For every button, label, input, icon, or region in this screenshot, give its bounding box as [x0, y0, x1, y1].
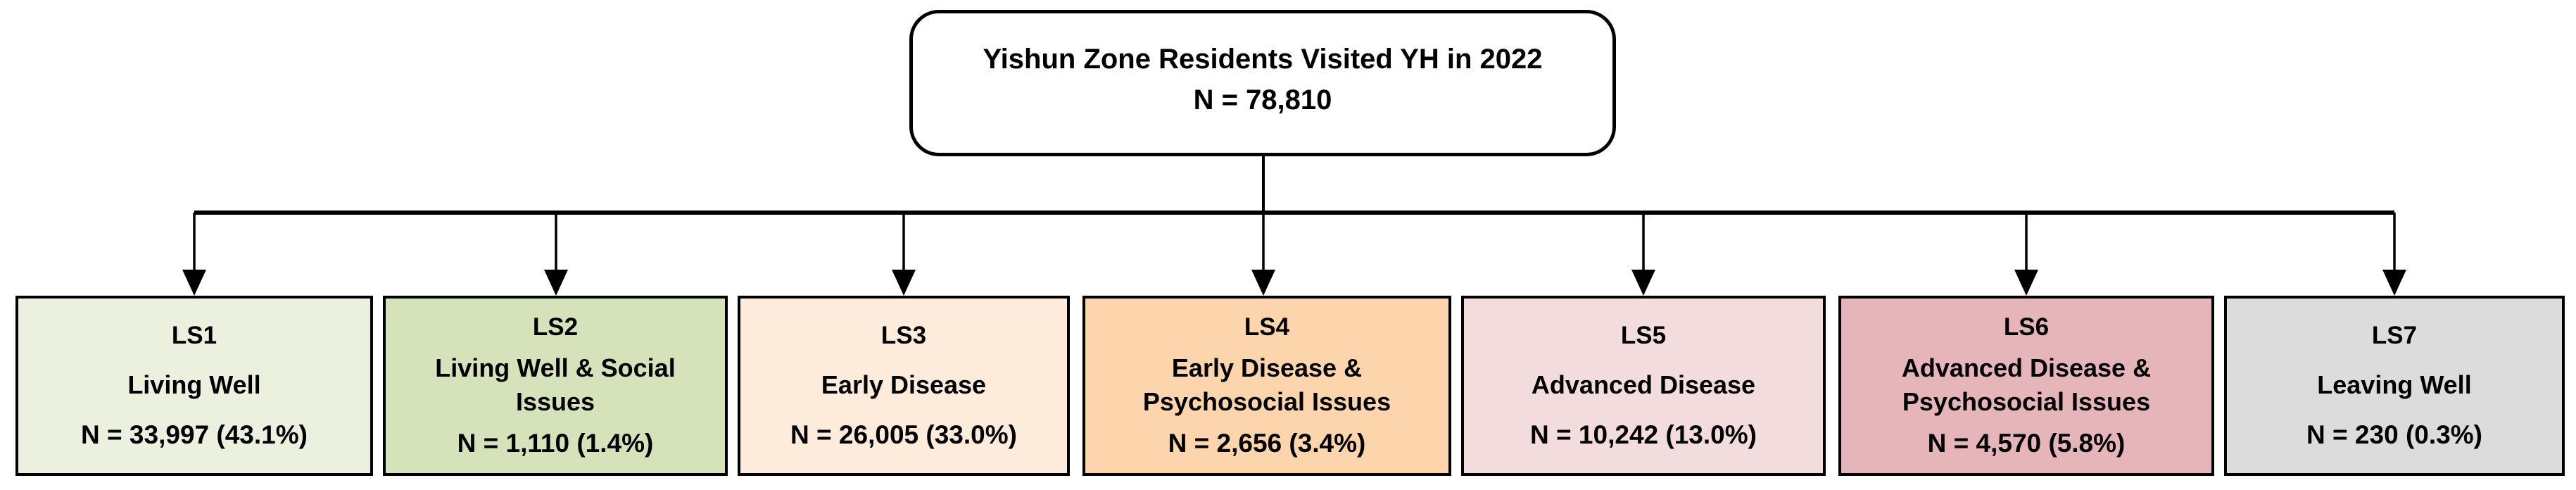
node-ls4: LS4 Early Disease & Psychosocial Issues …: [1082, 296, 1451, 476]
connector-arrow-ls6: [2014, 213, 2038, 296]
connector-arrow-ls5: [1631, 213, 1655, 296]
node-ls5-id: LS5: [1620, 321, 1667, 349]
node-ls3: LS3 Early Disease N = 26,005 (33.0%): [738, 296, 1070, 476]
node-ls5-name: Advanced Disease: [1531, 370, 1756, 399]
connector-arrow-ls3: [892, 213, 916, 296]
node-ls4-name: Early Disease & Psychosocial Issues: [1142, 353, 1391, 416]
node-ls6-count: N = 4,570 (5.8%): [1927, 428, 2126, 458]
node-ls2-id: LS2: [532, 313, 579, 341]
node-ls2: LS2 Living Well & Social Issues N = 1,11…: [383, 296, 728, 476]
node-ls4-id: LS4: [1244, 313, 1290, 341]
root-node-title: Yishun Zone Residents Visited YH in 2022: [983, 44, 1543, 75]
node-ls7-id: LS7: [2371, 321, 2418, 349]
node-ls1-count: N = 33,997 (43.1%): [81, 420, 308, 450]
node-ls2-name: Living Well & Social Issues: [435, 353, 676, 416]
node-ls2-count: N = 1,110 (1.4%): [457, 428, 654, 458]
node-ls1-name: Living Well: [127, 370, 261, 399]
connector-arrow-ls7: [2382, 213, 2406, 296]
connector-arrow-ls2: [544, 213, 568, 296]
node-ls7-name: Leaving Well: [2317, 370, 2472, 399]
root-node: Yishun Zone Residents Visited YH in 2022…: [909, 10, 1616, 156]
node-ls3-id: LS3: [880, 321, 927, 349]
node-ls1: LS1 Living Well N = 33,997 (43.1%): [15, 296, 373, 476]
node-ls7-count: N = 230 (0.3%): [2306, 420, 2482, 450]
node-ls6: LS6 Advanced Disease & Psychosocial Issu…: [1838, 296, 2214, 476]
root-node-count: N = 78,810: [1193, 84, 1332, 115]
connector-arrow-ls4: [1251, 213, 1275, 296]
connector-arrow-ls1: [182, 213, 206, 296]
node-ls7: LS7 Leaving Well N = 230 (0.3%): [2224, 296, 2565, 476]
node-ls6-name: Advanced Disease & Psychosocial Issues: [1901, 353, 2152, 416]
node-ls4-count: N = 2,656 (3.4%): [1168, 428, 1366, 458]
node-ls1-id: LS1: [171, 321, 217, 349]
node-ls3-name: Early Disease: [821, 370, 987, 399]
node-ls3-count: N = 26,005 (33.0%): [790, 420, 1017, 450]
node-ls5: LS5 Advanced Disease N = 10,242 (13.0%): [1461, 296, 1826, 476]
node-ls5-count: N = 10,242 (13.0%): [1530, 420, 1757, 450]
node-ls6-id: LS6: [2003, 313, 2050, 341]
